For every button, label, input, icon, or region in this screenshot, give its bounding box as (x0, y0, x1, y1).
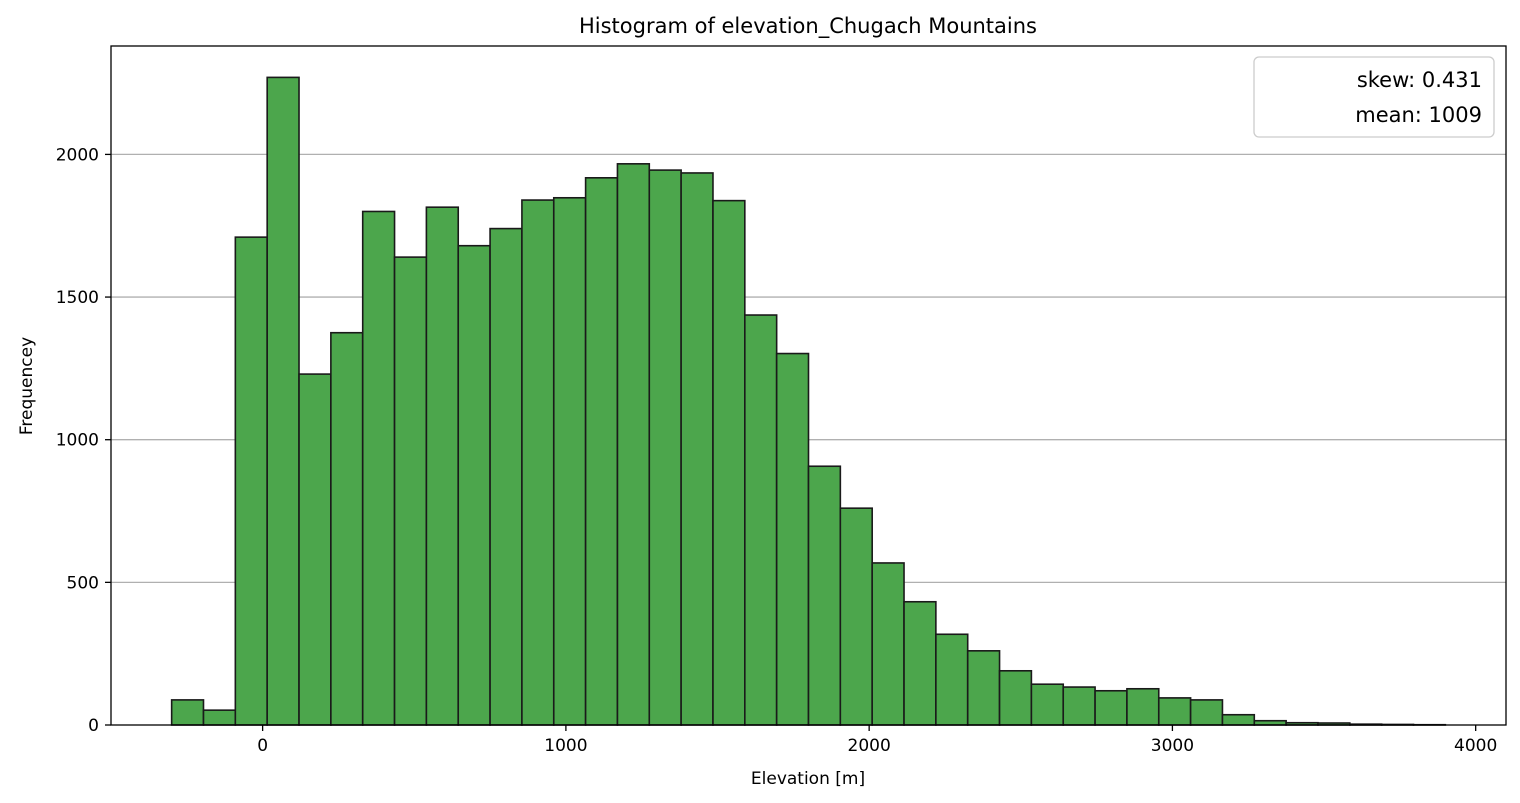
y-axis-ticks: 0 500 1000 1500 2000 (56, 145, 111, 736)
histogram-bars (170, 76, 1447, 726)
histogram-bar (871, 562, 905, 726)
x-tick-label: 0 (257, 736, 268, 756)
histogram-bar (584, 177, 619, 726)
y-tick-label: 0 (88, 716, 99, 736)
histogram-bar (330, 331, 364, 726)
histogram-bar (1030, 683, 1065, 726)
histogram-bar (1189, 699, 1224, 726)
legend-entry-skew: skew: 0.431 (1357, 68, 1482, 92)
legend-box (1253, 56, 1495, 138)
histogram-bar (903, 600, 937, 726)
y-axis-label: Frequencey (17, 337, 37, 435)
histogram-bar (521, 199, 555, 726)
histogram-bar (361, 210, 396, 726)
histogram-bar (489, 227, 523, 726)
x-tick-label: 1000 (544, 736, 587, 756)
x-axis-ticks: 0 1000 2000 3000 4000 (257, 725, 1497, 756)
histogram-bar (775, 352, 810, 726)
histogram-bar (1126, 687, 1160, 726)
histogram-bar (552, 196, 587, 726)
x-tick-label: 4000 (1454, 736, 1497, 756)
x-tick-label: 2000 (848, 736, 891, 756)
x-tick-label: 3000 (1151, 736, 1194, 756)
histogram-bar (1221, 713, 1256, 726)
legend: skew: 0.431 mean: 1009 (1253, 56, 1495, 138)
histogram-bar (425, 206, 460, 726)
chart-title: Histogram of elevation_Chugach Mountains (579, 14, 1037, 39)
histogram-bar (393, 256, 428, 726)
histogram-bar (616, 163, 651, 726)
histogram-bar (935, 633, 969, 726)
histogram-bar (1094, 689, 1128, 726)
histogram-bar (457, 244, 491, 726)
y-tick-label: 2000 (56, 145, 99, 165)
y-tick-label: 1500 (56, 288, 99, 308)
histogram-bar (998, 669, 1033, 726)
histogram-bar (648, 169, 682, 726)
histogram-bar (839, 507, 873, 726)
y-tick-label: 500 (67, 573, 99, 593)
histogram-bar (202, 709, 237, 726)
histogram-bar (744, 314, 778, 726)
y-tick-label: 1000 (56, 431, 99, 451)
x-axis-label: Elevation [m] (751, 769, 865, 789)
plot-frame (110, 45, 1507, 726)
histogram-bar (966, 650, 1001, 726)
legend-entry-mean: mean: 1009 (1355, 103, 1482, 127)
histogram-bar (712, 199, 746, 726)
histogram-bar (1157, 697, 1192, 726)
histogram-bar (1062, 686, 1096, 726)
histogram-bar (234, 236, 268, 726)
histogram-bar (298, 373, 332, 726)
histogram-bar (266, 76, 300, 726)
histogram-bar (170, 699, 205, 726)
histogram-bar (680, 172, 714, 726)
histogram-bar (807, 465, 842, 726)
